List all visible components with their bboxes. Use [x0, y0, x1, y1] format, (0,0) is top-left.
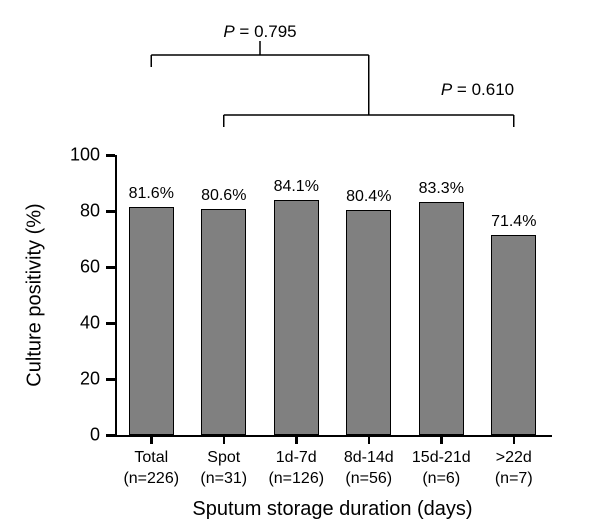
x-label-line1: Total	[123, 448, 179, 469]
bar-value-label: 80.6%	[201, 187, 246, 205]
x-tick-label: Total(n=226)	[123, 448, 179, 490]
x-label-line1: 15d-21d	[412, 448, 471, 469]
x-tick	[150, 435, 153, 444]
x-label-line2: (n=126)	[268, 469, 324, 490]
chart-container: 0 20 40 60 80 100 Culture positivity (%) 81.6% T…	[0, 0, 605, 529]
bar	[274, 200, 319, 435]
bar	[491, 235, 536, 435]
x-tick	[440, 435, 443, 444]
p-value-label: P = 0.795	[223, 22, 296, 42]
x-label-line2: (n=31)	[200, 469, 247, 490]
y-tick	[106, 322, 115, 325]
y-tick	[106, 434, 115, 437]
p-value-label: P = 0.610	[441, 80, 514, 100]
x-tick	[223, 435, 226, 444]
y-tick-label: 20	[0, 369, 100, 390]
y-tick	[106, 210, 115, 213]
bar-value-label: 83.3%	[419, 180, 464, 198]
x-tick	[295, 435, 298, 444]
x-label-line1: 1d-7d	[268, 448, 324, 469]
y-tick-label: 0	[0, 425, 100, 446]
x-tick-label: >22d(n=7)	[495, 448, 533, 490]
bar-value-label: 81.6%	[129, 185, 174, 203]
x-label-line1: 8d-14d	[344, 448, 394, 469]
x-label-line2: (n=226)	[123, 469, 179, 490]
y-tick-label: 40	[0, 313, 100, 334]
bar	[129, 207, 174, 435]
bar-value-label: 84.1%	[274, 178, 319, 196]
y-tick-label: 100	[0, 145, 100, 166]
bar	[419, 202, 464, 435]
y-tick	[106, 154, 115, 157]
y-tick-label: 80	[0, 201, 100, 222]
x-tick-label: 15d-21d(n=6)	[412, 448, 471, 490]
x-tick-label: 8d-14d(n=56)	[344, 448, 394, 490]
bar	[201, 209, 246, 435]
x-tick-label: 1d-7d(n=126)	[268, 448, 324, 490]
bar	[346, 210, 391, 435]
x-tick-label: Spot(n=31)	[200, 448, 247, 490]
y-tick-label: 60	[0, 257, 100, 278]
plot-area	[115, 155, 552, 437]
bar-value-label: 80.4%	[346, 188, 391, 206]
x-tick	[513, 435, 516, 444]
bar-value-label: 71.4%	[491, 213, 536, 231]
x-label-line2: (n=56)	[344, 469, 394, 490]
x-tick	[368, 435, 371, 444]
y-axis-title: Culture positivity (%)	[24, 203, 47, 386]
x-axis-title: Sputum storage duration (days)	[192, 498, 472, 521]
y-tick	[106, 378, 115, 381]
x-label-line1: Spot	[200, 448, 247, 469]
y-tick	[106, 266, 115, 269]
x-label-line2: (n=7)	[495, 469, 533, 490]
x-label-line2: (n=6)	[412, 469, 471, 490]
x-label-line1: >22d	[495, 448, 533, 469]
